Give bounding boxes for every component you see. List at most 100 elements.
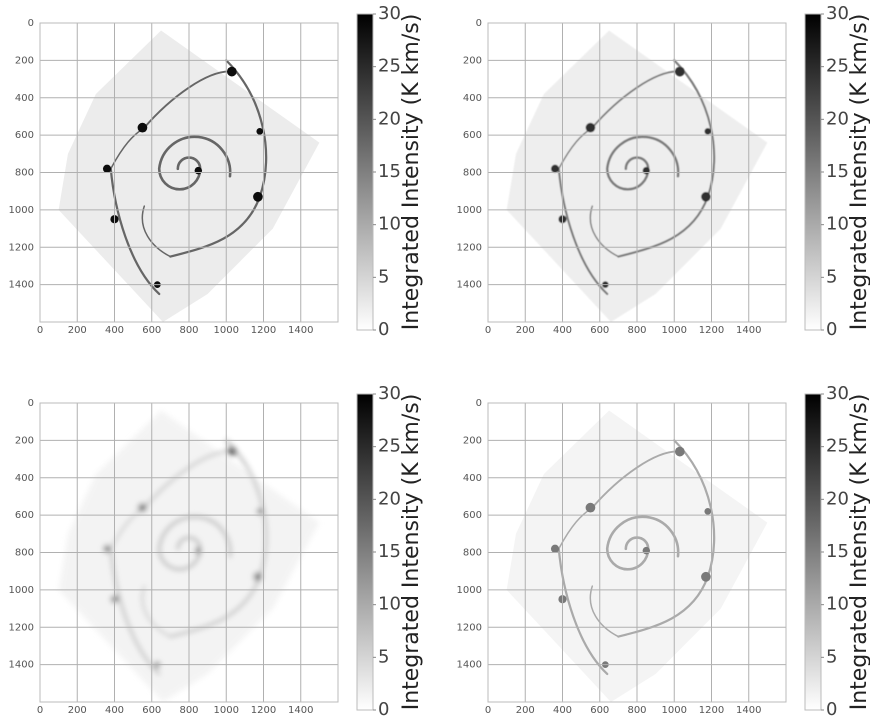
y-tick-label: 0 (28, 398, 34, 409)
x-tick-label: 800 (627, 705, 646, 716)
x-tick-label: 200 (516, 705, 535, 716)
y-tick-label: 400 (463, 93, 482, 104)
colorbar-label: Integrated Intensity (K km/s) (399, 394, 424, 711)
y-tick-label: 600 (463, 510, 482, 521)
colorbar-tick-label: 5 (826, 266, 837, 287)
colorbar-tick-label: 10 (378, 214, 401, 235)
axes-frame (487, 22, 787, 323)
x-tick-label: 1200 (251, 325, 276, 336)
y-tick-label: 200 (15, 435, 34, 446)
y-tick-label: 1200 (457, 622, 482, 633)
colorbar-tick-label: 30 (826, 3, 849, 24)
colorbar-tick-label: 15 (378, 541, 401, 562)
y-tick-label: 1400 (457, 660, 482, 671)
x-tick-label: 0 (37, 325, 43, 336)
colorbar-label: Integrated Intensity (K km/s) (847, 394, 870, 711)
x-tick-label: 800 (627, 325, 646, 336)
x-tick-label: 1200 (251, 705, 276, 716)
y-tick-label: 0 (476, 398, 482, 409)
y-tick-label: 600 (463, 130, 482, 141)
colorbar-tick-label: 15 (826, 161, 849, 182)
colorbar-tick-label: 25 (826, 56, 849, 77)
x-tick-label: 200 (68, 325, 87, 336)
x-tick-label: 0 (485, 325, 491, 336)
colorbar-tick-label: 20 (378, 488, 401, 509)
x-tick-label: 0 (37, 705, 43, 716)
x-tick-label: 400 (105, 705, 124, 716)
y-tick-label: 0 (476, 18, 482, 29)
colorbar-tick-label: 30 (826, 383, 849, 404)
x-tick-label: 0 (485, 705, 491, 716)
x-tick-label: 600 (142, 705, 161, 716)
y-tick-label: 1000 (9, 205, 34, 216)
colorbar-tick-label: 0 (378, 319, 389, 340)
colorbar-tick-label: 30 (378, 3, 401, 24)
y-tick-label: 400 (15, 93, 34, 104)
x-tick-label: 1400 (288, 705, 313, 716)
y-tick-label: 1400 (9, 280, 34, 291)
colorbar-tick-label: 10 (378, 594, 401, 615)
colorbar (804, 13, 822, 331)
axes-frame (39, 402, 339, 703)
colorbar-tick-label: 20 (378, 108, 401, 129)
x-tick-label: 600 (142, 325, 161, 336)
colorbar-label: Integrated Intensity (K km/s) (847, 14, 870, 331)
colorbar-label: Integrated Intensity (K km/s) (399, 14, 424, 331)
x-tick-label: 400 (553, 705, 572, 716)
y-tick-label: 600 (15, 130, 34, 141)
x-tick-label: 400 (105, 325, 124, 336)
colorbar-tick-label: 15 (826, 541, 849, 562)
colorbar-tick-label: 20 (826, 108, 849, 129)
colorbar-tick-label: 25 (378, 436, 401, 457)
x-tick-label: 1200 (699, 325, 724, 336)
y-tick-label: 800 (15, 548, 34, 559)
axes-frame (39, 22, 339, 323)
y-tick-label: 1200 (9, 242, 34, 253)
y-tick-label: 1400 (9, 660, 34, 671)
x-tick-label: 1400 (736, 705, 761, 716)
colorbar-tick-label: 30 (378, 383, 401, 404)
axes-frame (487, 402, 787, 703)
colorbar-tick-label: 25 (378, 56, 401, 77)
x-tick-label: 1200 (699, 705, 724, 716)
y-tick-label: 1400 (457, 280, 482, 291)
y-tick-label: 800 (15, 168, 34, 179)
colorbar-tick-label: 10 (826, 214, 849, 235)
colorbar-tick-label: 0 (826, 699, 837, 716)
x-tick-label: 1400 (736, 325, 761, 336)
y-tick-label: 1200 (457, 242, 482, 253)
colorbar-tick-label: 20 (826, 488, 849, 509)
colorbar-tick-label: 5 (378, 646, 389, 667)
x-tick-label: 600 (590, 705, 609, 716)
colorbar (804, 393, 822, 711)
x-tick-label: 800 (179, 705, 198, 716)
colorbar-tick-label: 15 (378, 161, 401, 182)
x-tick-label: 200 (516, 325, 535, 336)
colorbar-tick-label: 5 (378, 266, 389, 287)
colorbar (356, 393, 374, 711)
x-tick-label: 1400 (288, 325, 313, 336)
y-tick-label: 200 (463, 55, 482, 66)
y-tick-label: 1200 (9, 622, 34, 633)
y-tick-label: 800 (463, 548, 482, 559)
y-tick-label: 0 (28, 18, 34, 29)
x-tick-label: 1000 (662, 705, 687, 716)
y-tick-label: 400 (463, 473, 482, 484)
colorbar-tick-label: 0 (826, 319, 837, 340)
x-tick-label: 600 (590, 325, 609, 336)
y-tick-label: 200 (15, 55, 34, 66)
colorbar-tick-label: 5 (826, 646, 837, 667)
y-tick-label: 1000 (9, 585, 34, 596)
y-tick-label: 400 (15, 473, 34, 484)
y-tick-label: 1000 (457, 205, 482, 216)
colorbar-tick-label: 0 (378, 699, 389, 716)
x-tick-label: 1000 (662, 325, 687, 336)
y-tick-label: 600 (15, 510, 34, 521)
colorbar-tick-label: 10 (826, 594, 849, 615)
colorbar-tick-label: 25 (826, 436, 849, 457)
x-tick-label: 800 (179, 325, 198, 336)
x-tick-label: 400 (553, 325, 572, 336)
y-tick-label: 200 (463, 435, 482, 446)
y-tick-label: 800 (463, 168, 482, 179)
